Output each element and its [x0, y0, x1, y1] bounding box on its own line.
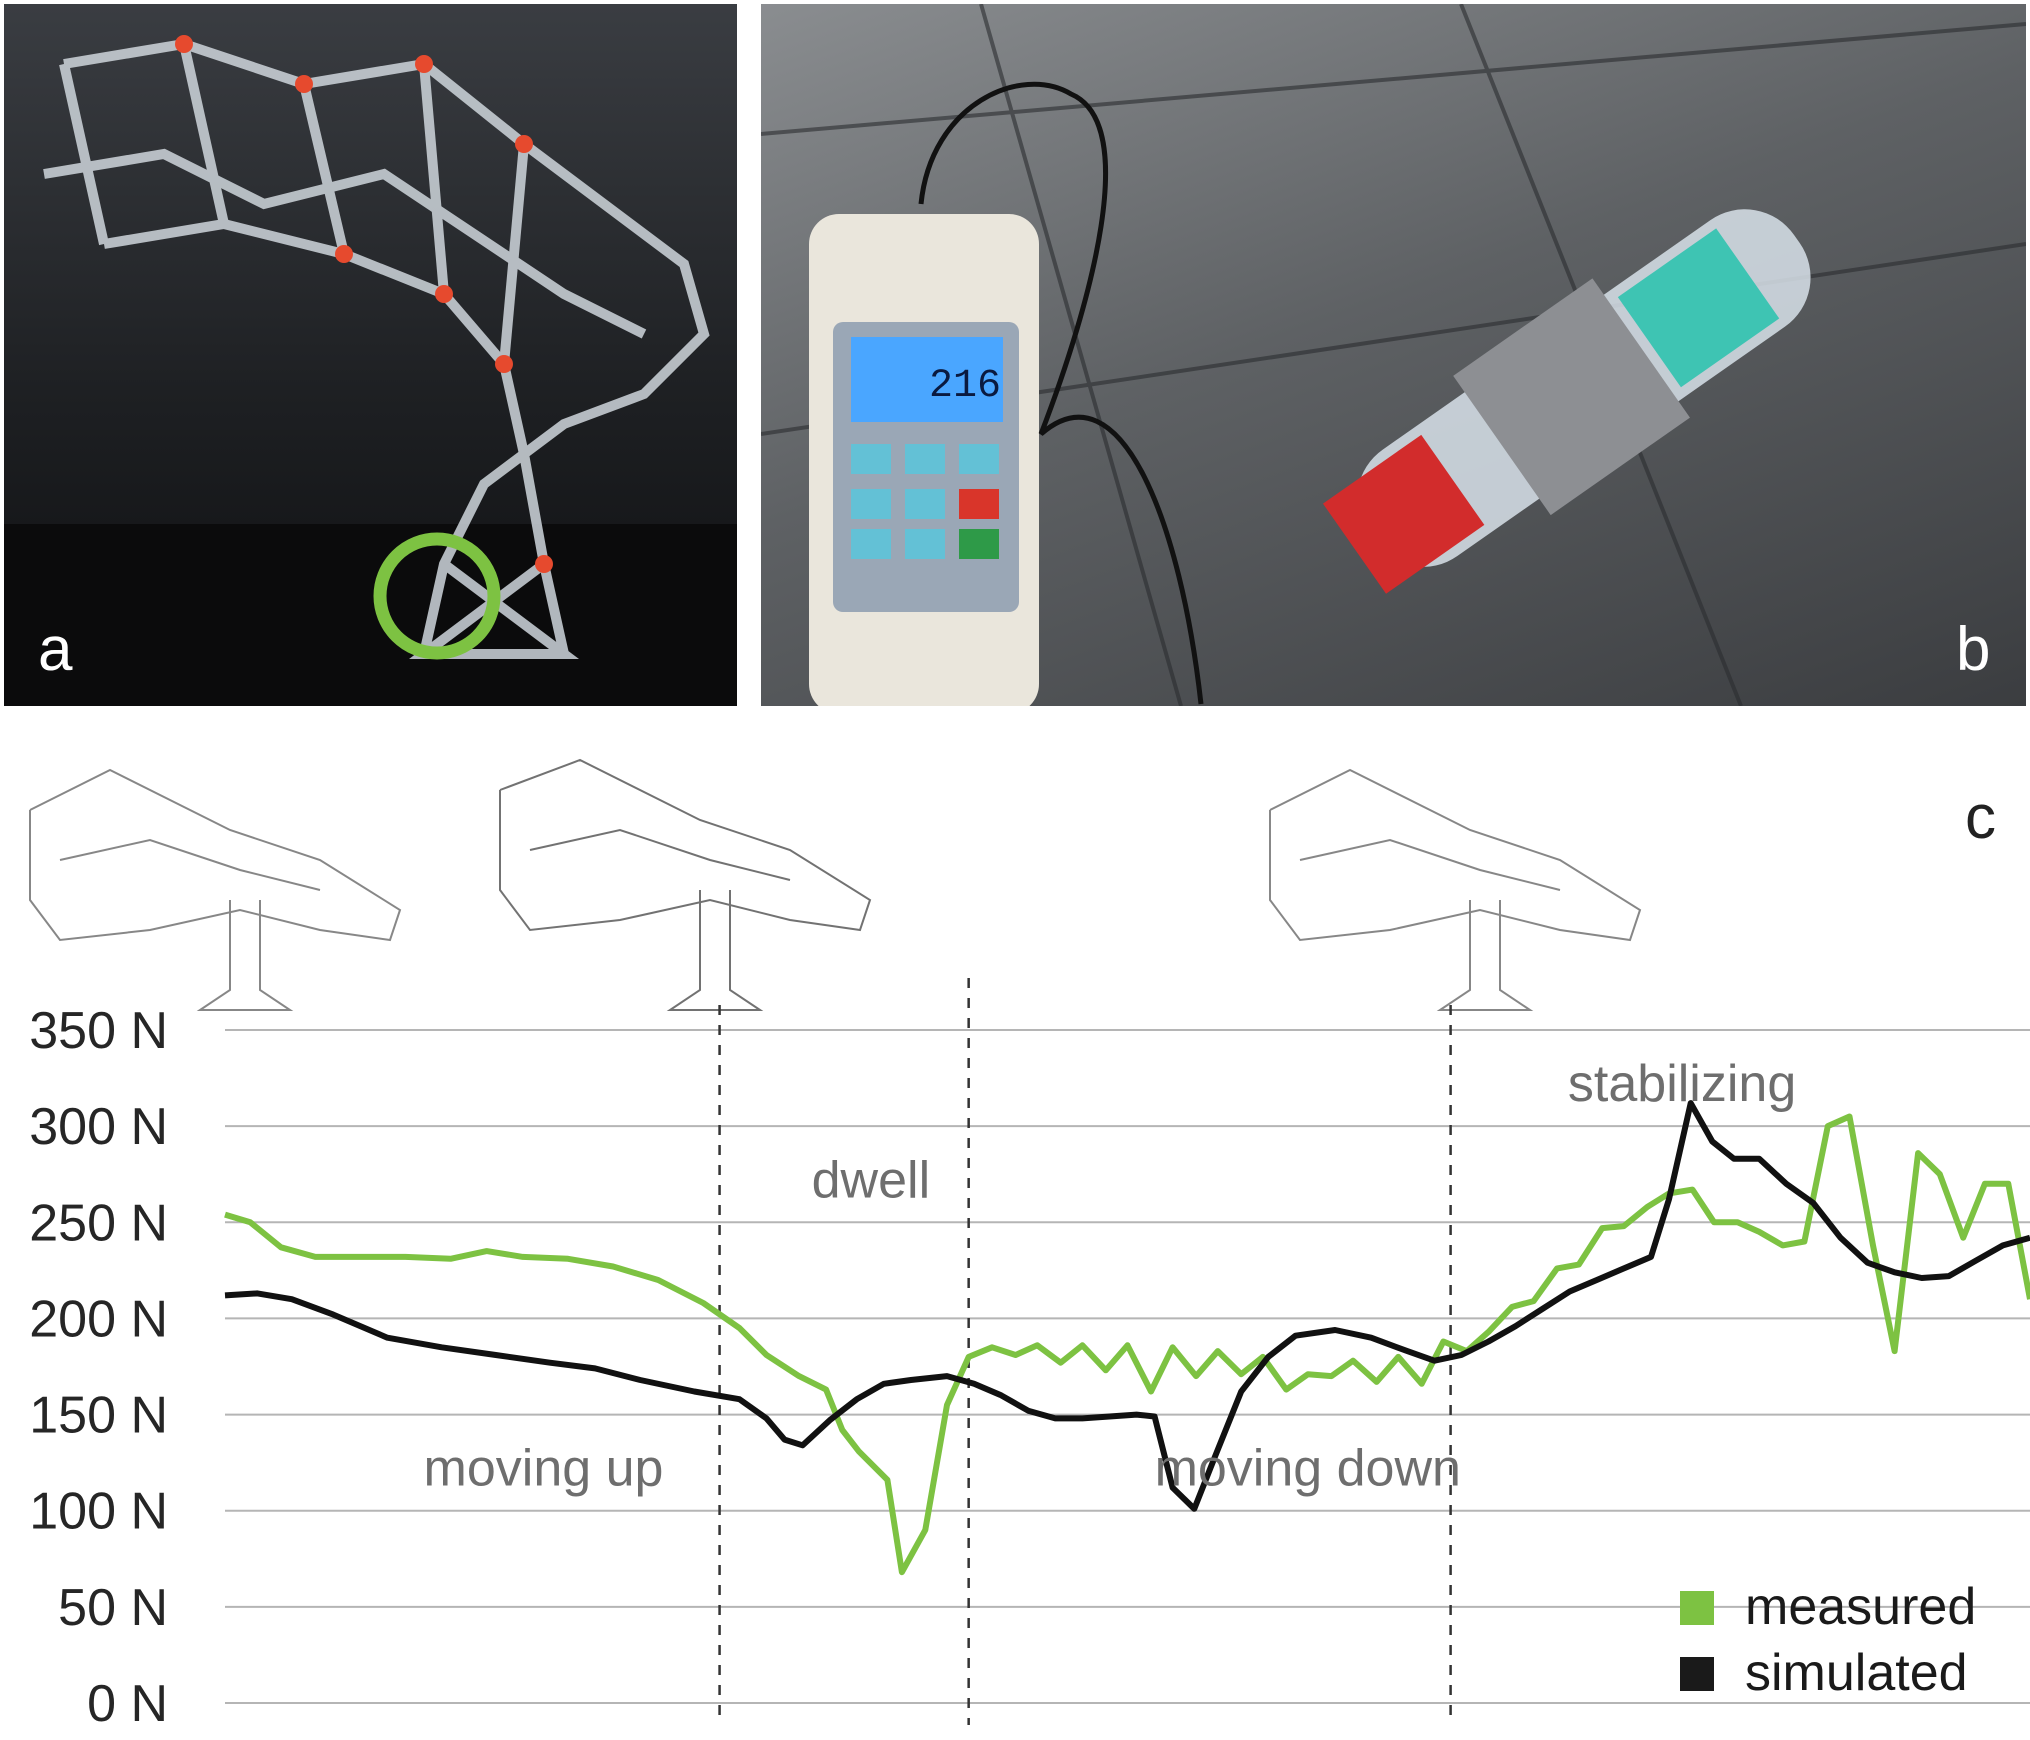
legend: measured simulated: [1680, 1578, 1976, 1702]
gauge-display: 216: [929, 364, 1001, 409]
legend-swatch-measured: [1680, 1591, 1714, 1625]
structure-thumbnail-2: [499, 758, 872, 1011]
legend-label-measured: measured: [1745, 1578, 1976, 1636]
legend-swatch-simulated: [1680, 1657, 1714, 1691]
structure-thumbnail-3: [1269, 768, 1642, 1011]
panel-label-c: c: [1965, 783, 1996, 852]
bottle-structure-photo-icon: [4, 35, 737, 706]
phase-label: moving up: [424, 1440, 664, 1498]
force-gauge-photo-icon: 216: [761, 4, 2026, 706]
phase-label: dwell: [812, 1151, 931, 1209]
y-tick-label: 350 N: [29, 1002, 168, 1060]
photo-panel-b: 216 b: [761, 4, 2026, 706]
y-tick-label: 150 N: [29, 1387, 168, 1445]
highlight-circle: [373, 532, 501, 660]
legend-label-simulated: simulated: [1745, 1644, 1968, 1702]
phase-label: moving down: [1155, 1440, 1461, 1498]
y-tick-label: 0 N: [87, 1675, 168, 1733]
structure-thumbnail-1: [29, 768, 402, 1011]
y-tick-label: 200 N: [29, 1290, 168, 1348]
y-tick-label: 300 N: [29, 1098, 168, 1156]
panel-label-a: a: [38, 615, 73, 684]
phase-label: stabilizing: [1568, 1055, 1796, 1113]
y-tick-label: 50 N: [58, 1579, 168, 1637]
series-line-measured: [224, 1113, 2030, 1576]
y-tick-label: 100 N: [29, 1483, 168, 1541]
force-chart: 0 N 50 N 100 N 150 N 200 N 250 N 300 N 350 N mo…: [29, 758, 2030, 1733]
panel-label-b: b: [1956, 615, 1991, 684]
y-tick-label: 250 N: [29, 1194, 168, 1252]
series-line-simulated: [224, 1100, 2030, 1512]
photo-panel-a: a: [4, 4, 737, 706]
